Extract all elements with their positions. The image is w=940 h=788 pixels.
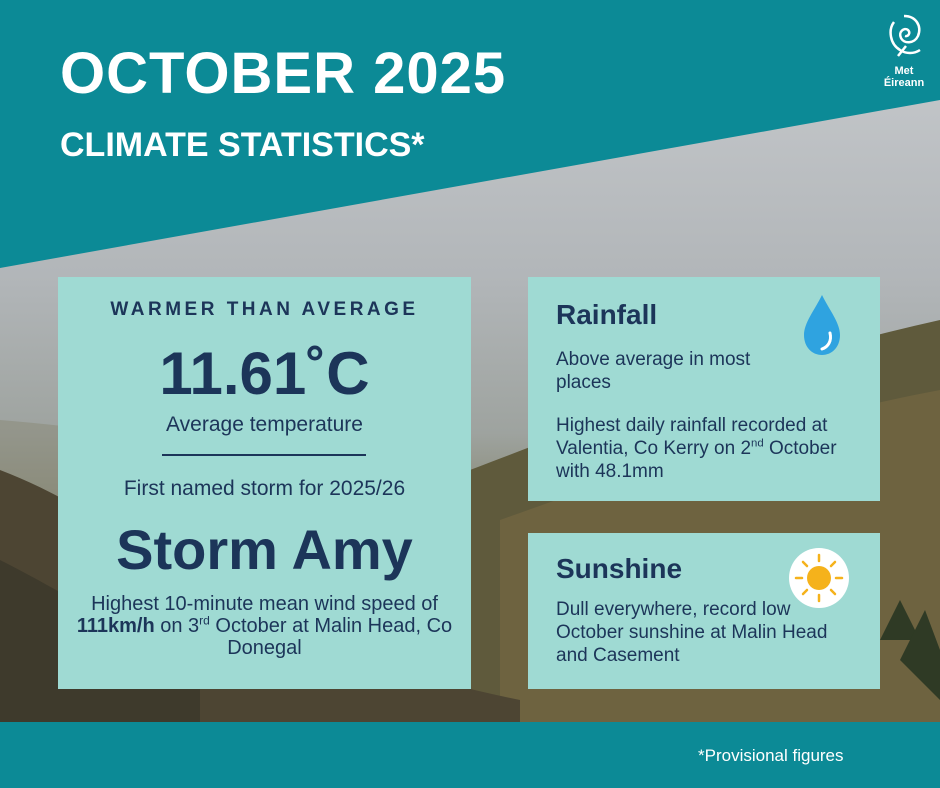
temperature-value: 11.61˚C: [159, 340, 370, 407]
rainfall-card: Rainfall Above average in most places Hi…: [528, 277, 880, 501]
page-subtitle: CLIMATE STATISTICS*: [60, 126, 425, 164]
temperature-caption: Average temperature: [166, 413, 363, 436]
temperature-heading: WARMER THAN AVERAGE: [110, 299, 419, 320]
rainfall-date-suffix: nd: [751, 437, 764, 450]
rainfall-detail-2: October with 48.1mm: [556, 438, 837, 482]
page-title: OCTOBER 2025: [60, 41, 507, 106]
sunshine-card: Sunshine Dull everywhere, record low Oct…: [528, 533, 880, 689]
footer-bar: [0, 722, 940, 788]
water-drop-icon: [804, 295, 840, 355]
swirl-icon: [889, 14, 921, 57]
rainfall-detail-1: Highest daily rainfall recorded at Valen…: [556, 415, 828, 459]
wind-text-3: October at Malin Head, Co Donegal: [209, 615, 453, 659]
sun-icon: [789, 548, 849, 608]
wind-description: Highest 10-minute mean wind speed of 111…: [68, 593, 461, 659]
rainfall-summary: Above average in most places: [556, 349, 751, 393]
divider: [162, 454, 366, 456]
met-eireann-logo: Met Éireann: [876, 12, 932, 102]
storm-name: Storm Amy: [116, 518, 413, 581]
rainfall-heading: Rainfall: [556, 299, 658, 330]
sunshine-heading: Sunshine: [556, 553, 683, 584]
logo-text-eireann: Éireann: [883, 77, 925, 89]
storm-intro: First named storm for 2025/26: [123, 477, 406, 500]
temperature-card: WARMER THAN AVERAGE 11.61˚C Average temp…: [58, 277, 471, 689]
wind-text-1: Highest 10-minute mean wind speed of: [91, 593, 438, 615]
sunshine-text: Dull everywhere, record low October suns…: [556, 599, 828, 666]
provisional-note: *Provisional figures: [698, 746, 844, 765]
logo-text-met: Met: [894, 65, 914, 77]
wind-date-suffix: rd: [199, 613, 210, 628]
wind-text-2: on 3: [154, 615, 200, 637]
rainfall-detail: Highest daily rainfall recorded at Valen…: [556, 414, 866, 483]
wind-speed: 111km/h: [76, 615, 155, 637]
